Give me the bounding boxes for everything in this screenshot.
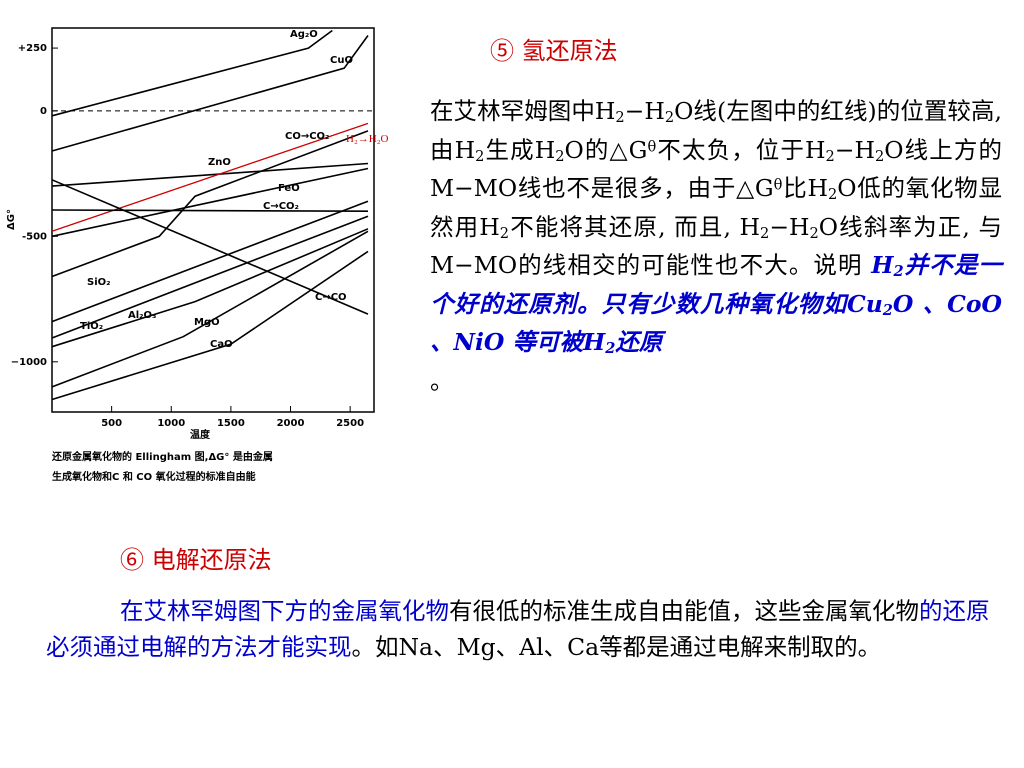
label-feo: FeO [278, 183, 300, 194]
label-c-co2: C→CO₂ [263, 201, 299, 212]
label-tio2: TiO₂ [80, 321, 103, 332]
hydrogen-reduction-paragraph: 在艾林罕姆图中H2−H2O线(左图中的红线)的位置较高, 由H2生成H2O的△G… [430, 97, 1003, 395]
label-ag2o: Ag₂O [290, 29, 318, 40]
y-tick-label: +250 [18, 43, 47, 54]
label-zno: ZnO [208, 157, 231, 168]
series-line-0 [51, 29, 333, 117]
electrolytic-reduction-paragraph: 在艾林罕姆图下方的金属氧化物有很低的标准生成自由能值，这些金属氧化物的还原必须通… [46, 597, 990, 661]
series-line-1 [51, 35, 369, 152]
ellingham-chart: +250 0 -500 −1000 500 1000 1500 2000 2500 ΔG° 温… [0, 0, 420, 490]
label-c-co: C→CO [315, 292, 347, 303]
x-tick-label: 2500 [336, 418, 364, 429]
series-line-12 [51, 250, 369, 401]
y-tick-label: -500 [22, 231, 47, 242]
label-al2o3: Al₂O₃ [128, 310, 156, 321]
x-tick-label: 2000 [277, 418, 305, 429]
chart-caption: 还原金属氧化物的 Ellingham 图,ΔG° 是由金属 生成氧化物和C 和 … [52, 448, 352, 488]
caption-line-2: 生成氧化物和C 和 CO 氧化过程的标准自由能 [52, 472, 256, 483]
label-co-co2: CO→CO₂ [285, 131, 329, 142]
label-cuo: CuO [330, 55, 353, 66]
x-tick-label: 500 [101, 418, 122, 429]
x-tick-label: 1500 [217, 418, 245, 429]
emphasis-conclusion: H2并不是一个好的还原剂。只有少数几种氧化物如Cu2O 、CoO 、NiO 等可… [430, 251, 1002, 358]
caption-line-1: 还原金属氧化物的 Ellingham 图,ΔG° 是由金属 [52, 452, 273, 463]
series-line-6 [51, 209, 369, 212]
label-cao: CaO [210, 339, 233, 350]
series-line-8 [51, 200, 369, 323]
blue-phrase-2: 的还原必须通过电解的方法才能实现 [46, 597, 990, 661]
x-axis-label: 温度 [190, 428, 211, 441]
y-axis-label: ΔG° [6, 209, 17, 230]
series-line-10 [51, 228, 369, 348]
blue-phrase-1: 在艾林罕姆图下方的金属氧化物 [120, 597, 449, 625]
series-line-4 [51, 130, 369, 278]
series-line-5 [51, 167, 369, 238]
y-tick-label: 0 [40, 106, 47, 117]
heading-hydrogen-reduction: ⑤ 氢还原法 [490, 37, 618, 65]
y-tick-label: −1000 [11, 357, 47, 368]
label-sio2: SiO₂ [87, 277, 111, 288]
ellingham-chart-svg: +250 0 -500 −1000 500 1000 1500 2000 2500 ΔG° 温… [6, 27, 389, 441]
series-line-11 [51, 230, 369, 388]
series-line-2 [51, 162, 369, 187]
label-mgo: MgO [194, 317, 220, 328]
label-h2-h2o: H₂→H₂O [346, 133, 389, 145]
x-tick-label: 1000 [157, 418, 185, 429]
series-line-7 [51, 179, 369, 315]
series-line-3 [51, 122, 369, 232]
series-line-9 [51, 215, 369, 339]
heading-electrolytic-reduction: ⑥ 电解还原法 [120, 546, 272, 574]
plot-frame [51, 27, 375, 413]
